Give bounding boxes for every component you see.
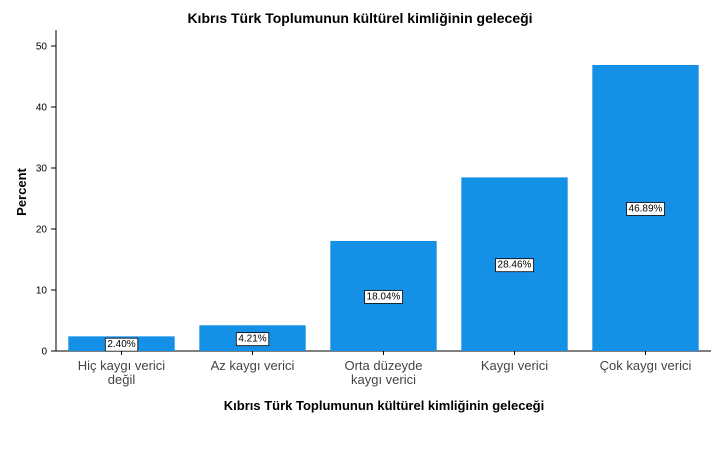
data-label-box <box>235 332 270 347</box>
y-tick-label: 30 <box>36 164 48 175</box>
x-axis-title: Kıbrıs Türk Toplumunun kültürel kimliğin… <box>224 398 544 413</box>
x-tick-label: değil <box>108 372 136 387</box>
data-label-text: 2.40% <box>107 339 135 350</box>
bars <box>68 64 699 351</box>
y-ticks: 0 10 20 30 40 50 <box>36 42 56 358</box>
data-label-box <box>495 258 534 273</box>
x-tick-label: Az kaygı verici <box>211 358 295 373</box>
data-label: 18.04% <box>364 290 403 304</box>
data-label: 46.89% <box>626 202 665 216</box>
data-label: 2.40% <box>104 337 139 352</box>
data-labels: 2.40% 4.21% 18.04% 28.46% 46.89% <box>104 202 665 352</box>
data-label-text: 46.89% <box>629 203 663 214</box>
x-tick-label: Kaygı verici <box>481 358 548 373</box>
y-tick-label: 0 <box>41 347 47 358</box>
x-tick-label: Çok kaygı verici <box>600 358 692 373</box>
data-label-box <box>364 290 403 304</box>
y-tick-label: 40 <box>36 103 48 114</box>
x-tick-label: Hiç kaygı verici <box>78 358 166 373</box>
y-tick-label: 50 <box>36 42 48 53</box>
y-tick-label: 10 <box>36 286 48 297</box>
data-label-box <box>626 202 665 216</box>
data-label: 28.46% <box>495 258 534 273</box>
data-label: 4.21% <box>235 332 270 347</box>
x-tick-label: kaygı verici <box>351 372 416 387</box>
data-label-text: 28.46% <box>498 260 532 271</box>
y-tick-label: 20 <box>36 225 48 236</box>
data-label-text: 4.21% <box>238 334 266 345</box>
x-tick-label: Orta düzeyde <box>344 358 422 373</box>
data-label-text: 18.04% <box>367 291 401 302</box>
y-axis-title: Percent <box>14 167 29 215</box>
chart-title: Kıbrıs Türk Toplumunun kültürel kimliğin… <box>187 10 532 26</box>
